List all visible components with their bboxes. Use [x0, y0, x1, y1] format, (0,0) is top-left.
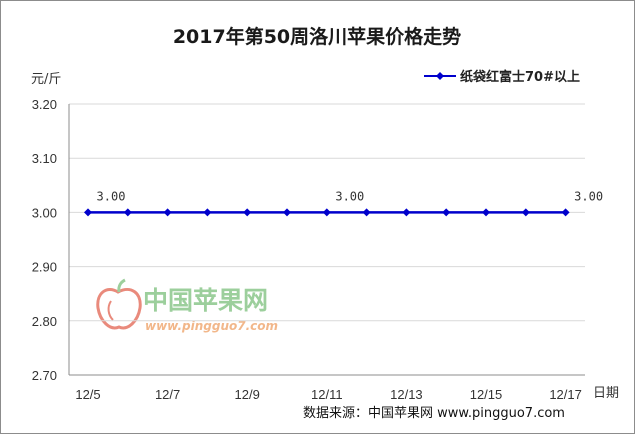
data-point-marker: [561, 208, 570, 217]
watermark-text: 中国苹果网: [143, 286, 268, 315]
legend: 纸袋红富士70#以上: [424, 69, 580, 85]
data-labels: 3.00 3.00 3.00: [97, 189, 604, 203]
data-point-marker: [243, 208, 252, 217]
x-tick-label: 12/17: [549, 387, 582, 402]
y-tick-labels: 3.20 3.10 3.00 2.90 2.80 2.70: [32, 97, 57, 383]
watermark: 中国苹果网 www.pingguo7.com: [96, 278, 278, 333]
x-tick-label: 12/11: [311, 387, 343, 402]
y-tick-label: 2.70: [32, 368, 57, 383]
data-label: 3.00: [97, 189, 126, 203]
data-point-marker: [123, 208, 132, 217]
watermark-url: www.pingguo7.com: [145, 319, 278, 333]
y-tick-label: 2.90: [32, 260, 57, 275]
data-source: 数据来源：中国苹果网 www.pingguo7.com: [303, 406, 565, 421]
chart-title: 2017年第50周洛川苹果价格走势: [173, 25, 461, 48]
x-tick-label: 12/7: [155, 387, 180, 402]
data-point-marker: [203, 208, 212, 217]
y-tick-label: 3.00: [32, 205, 57, 220]
legend-label: 纸袋红富士70#以上: [460, 69, 580, 85]
apple-logo-icon: [96, 278, 142, 330]
data-point-marker: [163, 208, 172, 217]
data-label: 3.00: [574, 189, 603, 203]
x-tick-label: 12/13: [390, 387, 423, 402]
legend-diamond-icon: [436, 72, 444, 80]
series-group: [84, 208, 570, 217]
x-tick-label: 12/15: [470, 387, 503, 402]
x-axis-label: 日期: [593, 386, 619, 401]
axes: [68, 104, 585, 376]
x-tick-label: 12/9: [235, 387, 260, 402]
data-point-marker: [322, 208, 331, 217]
y-tick-label: 2.80: [32, 314, 57, 329]
y-axis-unit: 元/斤: [31, 72, 61, 87]
data-point-marker: [482, 208, 490, 217]
x-tick-labels: 12/5 12/7 12/9 12/11 12/13 12/15 12/17: [75, 387, 582, 402]
data-point-marker: [521, 208, 530, 217]
data-point-marker: [442, 208, 451, 217]
y-tick-label: 3.20: [32, 97, 57, 112]
data-point-marker: [283, 208, 291, 217]
data-point-marker: [84, 208, 92, 217]
data-point-marker: [402, 208, 411, 217]
data-label: 3.00: [335, 189, 364, 203]
x-tick-label: 12/5: [75, 387, 100, 402]
data-point-marker: [362, 208, 371, 217]
y-tick-label: 3.10: [32, 151, 57, 166]
